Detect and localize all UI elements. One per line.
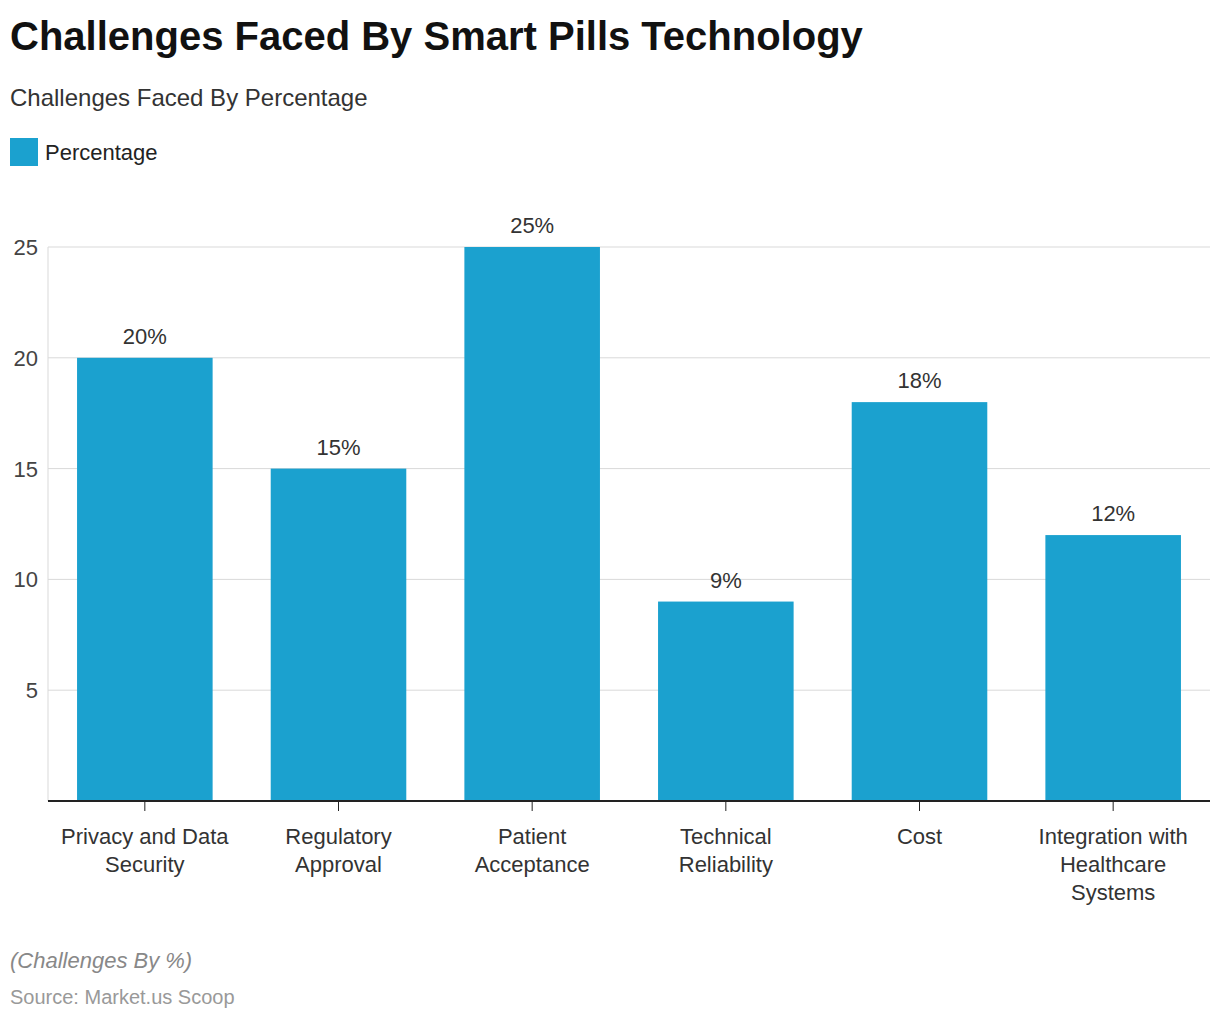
data-labels: 20% 15% 25% 9% 18% 12% bbox=[123, 213, 1135, 593]
chart: Challenges Faced By Smart Pills Technolo… bbox=[0, 0, 1220, 1020]
bars bbox=[77, 247, 1181, 801]
data-label: 12% bbox=[1091, 501, 1135, 526]
bar bbox=[1045, 535, 1181, 801]
y-tick-label: 15 bbox=[14, 457, 38, 482]
data-label: 9% bbox=[710, 568, 742, 593]
caption: (Challenges By %) bbox=[10, 948, 192, 973]
y-tick-label: 5 bbox=[26, 678, 38, 703]
title: Challenges Faced By Smart Pills Technolo… bbox=[10, 14, 864, 58]
grid-line bbox=[48, 468, 1210, 469]
x-tick-label: Privacy and DataSecurity bbox=[61, 824, 229, 877]
source: Source: Market.us Scoop bbox=[10, 986, 235, 1008]
legend: Percentage bbox=[10, 138, 158, 166]
grid-line bbox=[48, 579, 1210, 580]
grid-line bbox=[48, 357, 1210, 358]
grid: 5 10 15 20 25 bbox=[14, 235, 1210, 801]
y-tick-label: 10 bbox=[14, 567, 38, 592]
x-tick-label: TechnicalReliability bbox=[679, 824, 773, 877]
x-tick bbox=[725, 801, 726, 811]
x-tick bbox=[919, 801, 920, 811]
bar bbox=[852, 402, 988, 801]
legend-label: Percentage bbox=[45, 140, 158, 165]
subtitle: Challenges Faced By Percentage bbox=[10, 84, 368, 111]
x-tick-label: Integration withHealthcareSystems bbox=[1039, 824, 1188, 905]
data-label: 25% bbox=[510, 213, 554, 238]
data-label: 20% bbox=[123, 324, 167, 349]
data-label: 18% bbox=[897, 368, 941, 393]
x-axis: Privacy and DataSecurity RegulatoryApprov… bbox=[48, 801, 1210, 905]
x-tick bbox=[532, 801, 533, 811]
bar bbox=[77, 358, 213, 801]
x-tick bbox=[144, 801, 145, 811]
bar bbox=[464, 247, 600, 801]
grid-line bbox=[48, 247, 1210, 248]
x-axis-line bbox=[48, 800, 1210, 802]
x-tick bbox=[338, 801, 339, 811]
x-tick bbox=[1113, 801, 1114, 811]
grid-line bbox=[48, 690, 1210, 691]
y-tick-label: 25 bbox=[14, 235, 38, 260]
y-tick-label: 20 bbox=[14, 346, 38, 371]
y-axis-line bbox=[48, 247, 49, 801]
bar bbox=[271, 469, 407, 801]
x-tick-label: RegulatoryApproval bbox=[285, 824, 391, 877]
bar bbox=[658, 602, 794, 801]
x-tick-label: PatientAcceptance bbox=[475, 824, 590, 877]
legend-swatch bbox=[10, 138, 38, 166]
x-tick-label: Cost bbox=[897, 824, 942, 849]
data-label: 15% bbox=[316, 435, 360, 460]
